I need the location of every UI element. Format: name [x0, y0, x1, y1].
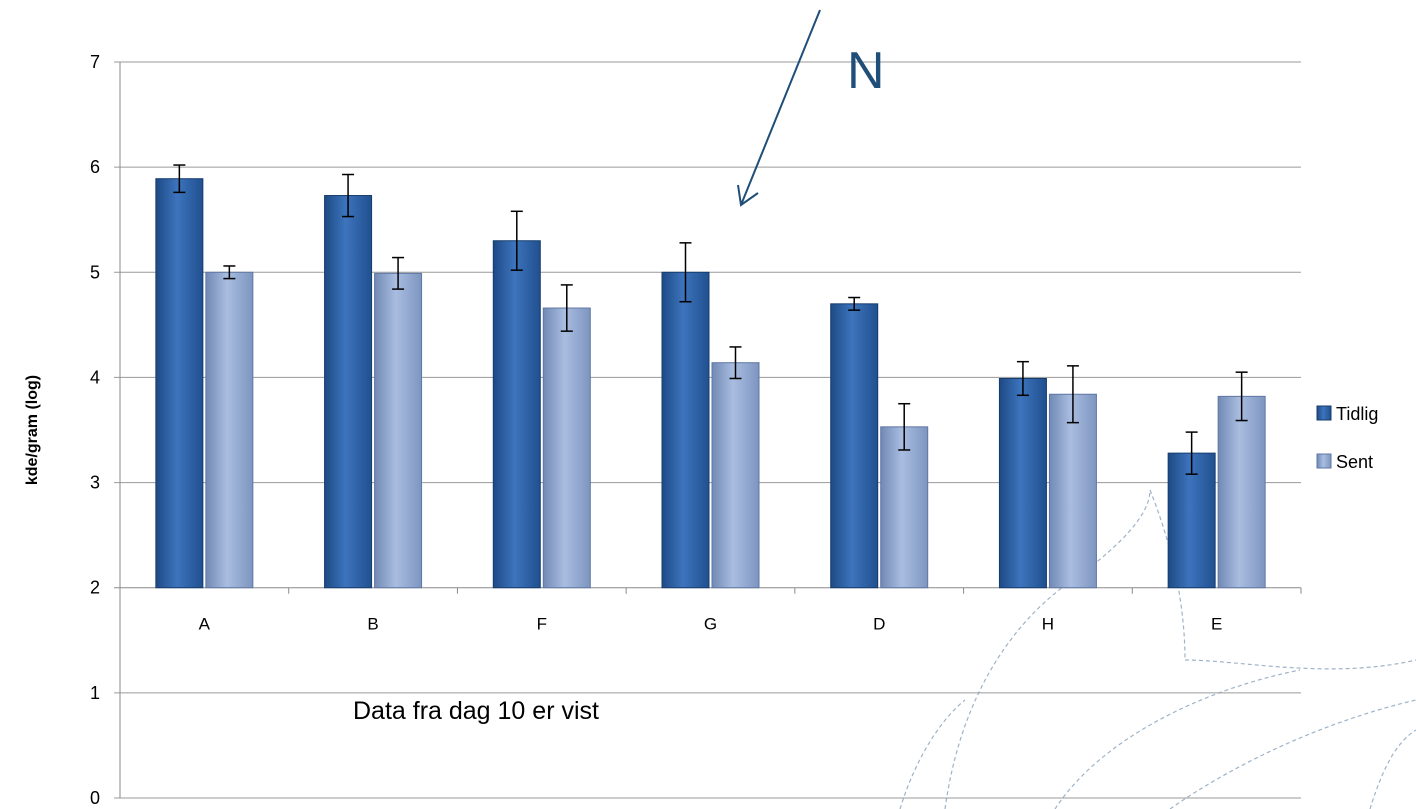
error-bar-sent-G	[729, 346, 742, 380]
legend-item-sent: Sent	[1316, 452, 1373, 472]
error-bar-sent-A	[223, 265, 236, 280]
bar-tidlig-A	[155, 178, 204, 589]
error-bars	[173, 164, 1248, 475]
annotation-marker: N	[847, 42, 885, 100]
x-tick-label: F	[537, 615, 547, 634]
y-axis-label: kde/gram (log)	[24, 375, 41, 485]
x-tick-label: D	[873, 615, 885, 634]
error-bar-tidlig-A	[173, 164, 186, 194]
x-tick-label: H	[1042, 615, 1054, 634]
x-tick-label: B	[367, 615, 378, 634]
error-bar-sent-F	[560, 284, 573, 332]
legend-swatch	[1316, 453, 1332, 469]
bar-sent-A	[205, 271, 254, 589]
error-bar-sent-E	[1235, 371, 1248, 422]
y-tick-label: 3	[90, 473, 100, 493]
error-bar-tidlig-H	[1016, 360, 1029, 397]
error-bar-tidlig-G	[679, 242, 692, 303]
bar-sent-F	[542, 307, 591, 589]
bar-tidlig-H	[998, 377, 1047, 589]
bar-sent-B	[374, 272, 423, 589]
error-bar-tidlig-E	[1185, 431, 1198, 475]
bar-sent-E	[1217, 395, 1266, 589]
x-tick-label: E	[1211, 615, 1222, 634]
annotation-arrow	[737, 9, 821, 207]
y-tick-label: 2	[90, 578, 100, 598]
error-bar-tidlig-F	[510, 210, 523, 271]
y-axis-ticks: 0 1 2 3 4 5 6 7	[90, 52, 100, 808]
bar-sent-G	[711, 362, 760, 589]
x-tick-label: G	[704, 615, 717, 634]
bar-tidlig-F	[492, 240, 541, 589]
bar-tidlig-B	[324, 195, 373, 589]
legend-label: Tidlig	[1336, 404, 1378, 424]
bar-sent-D	[880, 426, 929, 589]
bars	[155, 178, 1266, 589]
error-bar-tidlig-B	[342, 173, 355, 218]
bar-tidlig-G	[661, 271, 710, 589]
legend-swatch	[1316, 405, 1332, 421]
x-axis	[119, 587, 1302, 594]
legend: Tidlig Sent	[1316, 404, 1378, 472]
background-arcs	[899, 489, 1416, 809]
bar-sent-H	[1048, 393, 1097, 589]
legend-label: Sent	[1336, 452, 1373, 472]
legend-item-tidlig: Tidlig	[1316, 404, 1378, 424]
y-tick-label: 6	[90, 157, 100, 177]
error-bar-sent-B	[392, 256, 405, 290]
error-bar-sent-D	[898, 402, 911, 451]
bar-tidlig-D	[830, 303, 879, 589]
y-tick-label: 7	[90, 52, 100, 72]
y-tick-label: 0	[90, 788, 100, 808]
y-tick-label: 5	[90, 262, 100, 282]
error-bar-sent-H	[1066, 365, 1079, 424]
error-bar-tidlig-D	[848, 296, 861, 311]
bar-tidlig-E	[1167, 452, 1216, 589]
annotation-note: Data fra dag 10 er vist	[353, 697, 599, 725]
x-tick-label: A	[199, 615, 211, 634]
y-tick-label: 4	[90, 367, 100, 387]
y-tick-label: 1	[90, 683, 100, 703]
